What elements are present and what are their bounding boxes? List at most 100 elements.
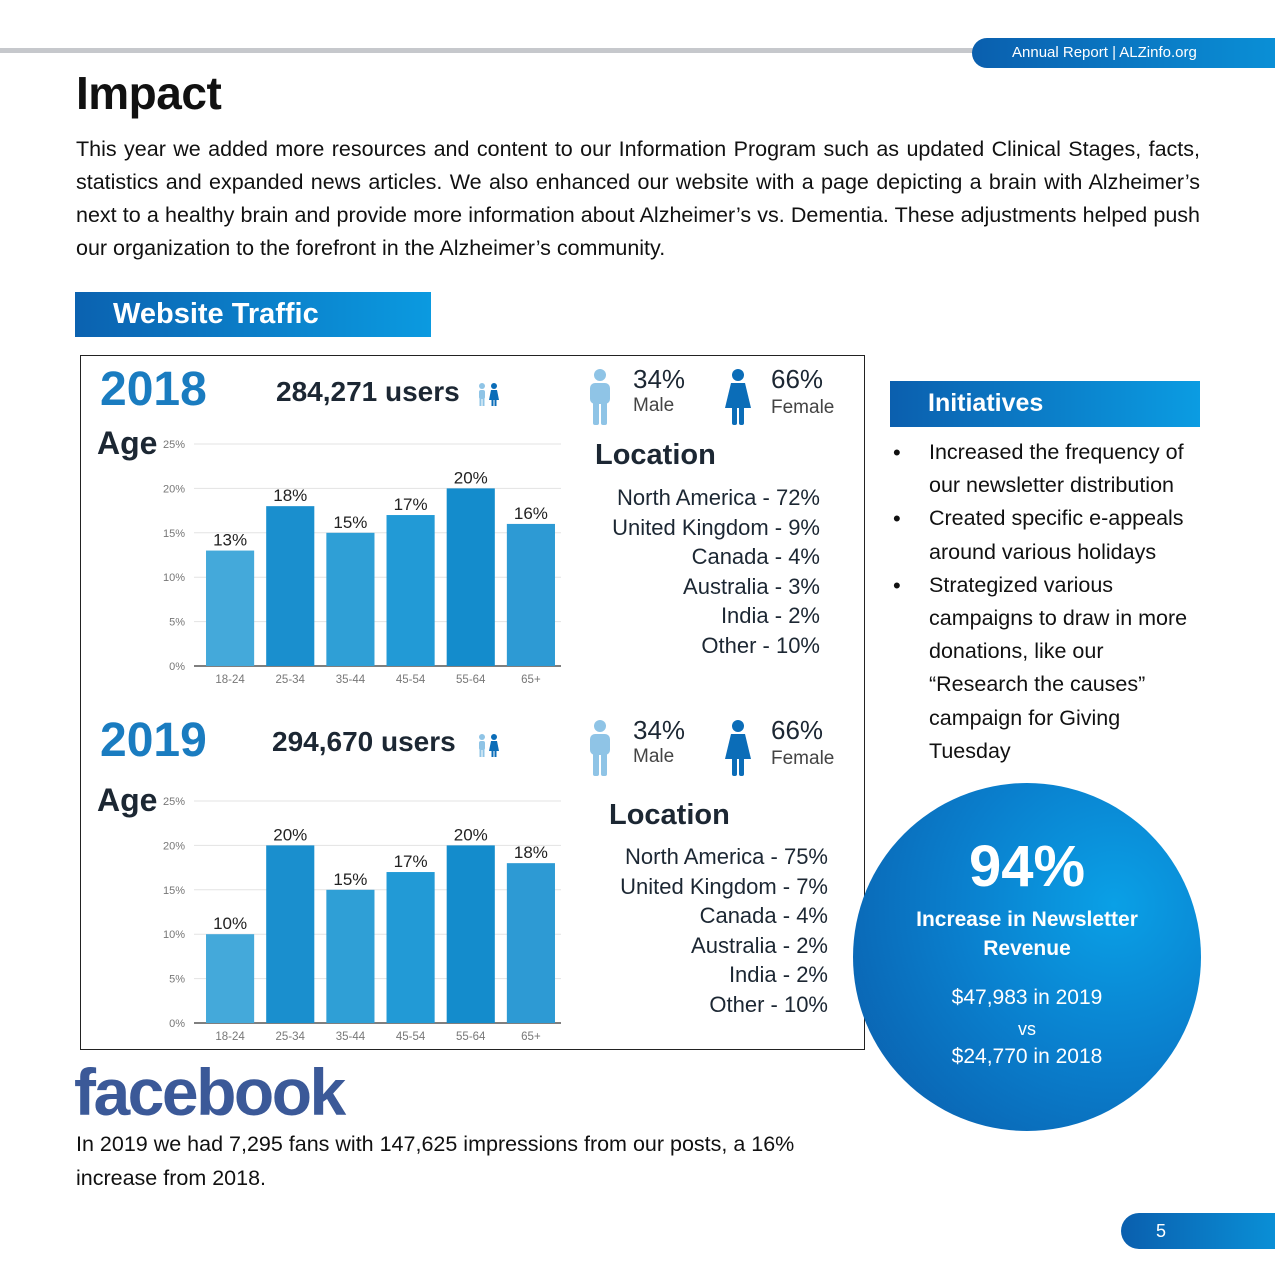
female-label-2019: Female xyxy=(771,748,835,769)
people-icon xyxy=(479,383,499,406)
facebook-summary: In 2019 we had 7,295 fans with 147,625 i… xyxy=(76,1132,795,1190)
initiative-item: Increased the frequency of our newslette… xyxy=(893,436,1205,502)
page-title: Impact xyxy=(76,67,222,119)
location-list-2019: North America - 75% United Kingdom - 7% … xyxy=(620,842,828,1020)
male-pct-2019: 34% xyxy=(633,715,686,745)
female-pct-2018: 66% xyxy=(771,364,824,394)
header-label: Annual Report | ALZinfo.org xyxy=(972,38,1275,68)
age-chart-2018: 0% 5% 10% 15% 20% 25% 13% 18-24 18% 25-34 15% 35-44… xyxy=(163,439,561,686)
data-label: 13% xyxy=(213,531,247,550)
bar xyxy=(266,506,315,666)
x-tick-label: 35-44 xyxy=(336,1031,366,1043)
bar xyxy=(386,872,435,1023)
y-tick-label: 5% xyxy=(169,617,185,629)
bar xyxy=(446,488,495,666)
female-icon xyxy=(725,720,751,776)
x-tick-label: 45-54 xyxy=(396,674,426,686)
y-tick-label: 25% xyxy=(163,796,185,808)
male-label-2018: Male xyxy=(633,395,675,416)
female-icon xyxy=(725,369,751,425)
male-icon xyxy=(590,369,610,425)
location-item: United Kingdom - 9% xyxy=(612,514,820,540)
revenue-2019: $47,983 in 2019 xyxy=(951,986,1103,1009)
initiatives-banner: Initiatives xyxy=(890,381,1200,427)
location-item: Australia - 3% xyxy=(683,573,820,599)
x-tick-label: 65+ xyxy=(521,674,541,686)
x-tick-label: 25-34 xyxy=(276,1031,306,1043)
female-pct-2019: 66% xyxy=(771,715,824,745)
intro-paragraph: This year we added more resources and co… xyxy=(76,137,1200,260)
top-rule xyxy=(0,48,975,53)
y-tick-label: 15% xyxy=(163,528,185,540)
people-icon xyxy=(479,734,499,757)
revenue-vs: vs xyxy=(1018,1019,1036,1039)
bar xyxy=(386,515,435,666)
users-2018: 284,271 users xyxy=(276,376,460,407)
location-item: India - 2% xyxy=(728,962,828,988)
data-label: 17% xyxy=(394,495,428,514)
bar xyxy=(326,532,375,666)
bar xyxy=(446,845,495,1023)
x-tick-label: 55-64 xyxy=(456,1031,486,1043)
y-tick-label: 10% xyxy=(163,929,185,941)
location-title-2018: Location xyxy=(595,439,716,471)
bar xyxy=(326,889,375,1023)
y-tick-label: 0% xyxy=(169,661,185,673)
newsletter-revenue-circle: 94% Increase in Newsletter Revenue $47,9… xyxy=(853,783,1201,1131)
location-item: North America - 72% xyxy=(617,485,820,510)
x-tick-label: 55-64 xyxy=(456,674,486,686)
data-label: 20% xyxy=(454,825,488,844)
bar xyxy=(266,845,315,1023)
year-2018: 2018 xyxy=(100,363,207,416)
newsletter-increase-label: Increase in Newsletter Revenue xyxy=(916,908,1138,960)
x-tick-label: 25-34 xyxy=(276,674,306,686)
location-item: India - 2% xyxy=(720,603,820,629)
website-traffic-banner: Website Traffic xyxy=(75,292,431,337)
data-label: 18% xyxy=(273,486,307,505)
male-label-2019: Male xyxy=(633,746,675,767)
revenue-2018: $24,770 in 2018 xyxy=(951,1045,1103,1068)
location-item: United Kingdom - 7% xyxy=(620,873,828,899)
location-item: Canada - 4% xyxy=(691,544,820,570)
data-label: 20% xyxy=(273,825,307,844)
location-item: Other - 10% xyxy=(709,991,828,1017)
bar xyxy=(206,934,255,1023)
location-item: Australia - 2% xyxy=(691,932,828,958)
male-icon xyxy=(590,720,610,776)
facebook-logo: facebook xyxy=(74,1055,346,1129)
newsletter-increase-value: 94% xyxy=(968,834,1086,899)
y-tick-label: 15% xyxy=(163,885,185,897)
users-2019: 294,670 users xyxy=(272,726,456,757)
location-title-2019: Location xyxy=(609,799,730,831)
x-tick-label: 45-54 xyxy=(396,1031,426,1043)
year-2019: 2019 xyxy=(100,714,207,767)
age-label-2018: Age xyxy=(97,425,158,461)
x-tick-label: 35-44 xyxy=(336,674,366,686)
data-label: 15% xyxy=(333,870,367,889)
data-label: 17% xyxy=(394,852,428,871)
initiatives-list: Increased the frequency of our newslette… xyxy=(893,436,1205,768)
age-label-2019: Age xyxy=(97,782,158,818)
location-item: North America - 75% xyxy=(625,844,828,869)
data-label: 15% xyxy=(333,513,367,532)
age-chart-2019: 0% 5% 10% 15% 20% 25% 10% 18-24 20% 25-34 15% 35-44… xyxy=(163,796,561,1043)
x-tick-label: 18-24 xyxy=(215,1031,245,1043)
y-tick-label: 0% xyxy=(169,1018,185,1030)
data-label: 16% xyxy=(514,504,548,523)
y-tick-label: 20% xyxy=(163,483,185,495)
x-tick-label: 65+ xyxy=(521,1031,541,1043)
initiative-item: Created specific e-appeals around variou… xyxy=(893,502,1205,568)
data-label: 18% xyxy=(514,843,548,862)
y-tick-label: 5% xyxy=(169,974,185,986)
traffic-panel: 2018 284,271 users Age 34% Male 66% Fema… xyxy=(80,355,865,1050)
bar xyxy=(506,523,555,666)
male-pct-2018: 34% xyxy=(633,364,686,394)
location-item: Other - 10% xyxy=(701,632,820,658)
bar xyxy=(506,863,555,1023)
y-tick-label: 25% xyxy=(163,439,185,451)
female-label-2018: Female xyxy=(771,397,835,418)
x-tick-label: 18-24 xyxy=(215,674,245,686)
bar xyxy=(206,550,255,666)
location-list-2018: North America - 72% United Kingdom - 9% … xyxy=(612,483,820,661)
data-label: 20% xyxy=(454,468,488,487)
